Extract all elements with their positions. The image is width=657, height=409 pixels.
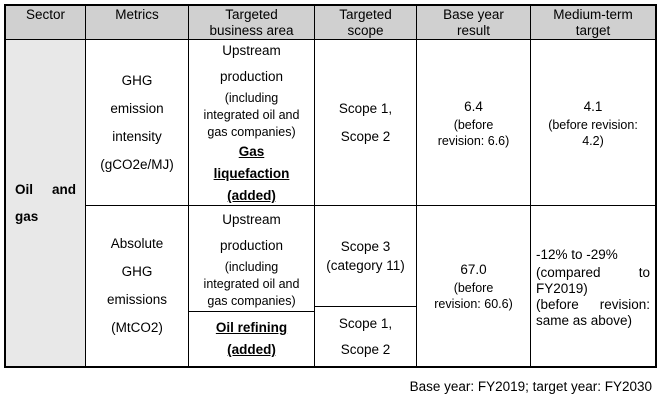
header-cell-medium-term-target: Medium-term target <box>531 6 655 39</box>
header-scope-line2: scope <box>347 22 384 38</box>
business1-added-line: Gas <box>238 144 265 159</box>
scope-cell-row2: Scope 3 (category 11) Scope 1, Scope 2 <box>315 206 417 366</box>
target2-line: same as above) <box>536 312 633 328</box>
metrics1-unit: (gCO2e/MJ) <box>100 156 174 172</box>
base1-value: 6.4 <box>464 98 483 114</box>
metrics2-line: GHG <box>121 264 153 279</box>
data-rows: GHG emission intensity (gCO2e/MJ) Upstre… <box>86 40 655 366</box>
target1-value: 4.1 <box>583 98 603 114</box>
target2-range: -12% to -29% <box>536 246 618 262</box>
sector-word-oil: Oil <box>15 182 34 197</box>
business2-main-line: Upstream <box>222 212 281 227</box>
base-year-cell-row2: 67.0 (before revision: 60.6) <box>417 206 531 366</box>
header-cell-scope: Targeted scope <box>315 6 417 39</box>
scope2-line: (category 11) <box>326 258 405 273</box>
metrics1-line: GHG <box>121 72 153 88</box>
target2-line: FY2019) <box>536 280 588 296</box>
scope2-scope3-subcell: Scope 3 (category 11) <box>315 206 416 307</box>
scope1-line: Scope 2 <box>340 128 391 144</box>
business-area-cell-upstream-gas-liquefaction: Upstream production (including integrate… <box>189 40 315 205</box>
header-target-line1: Medium-term <box>553 7 633 22</box>
business1-note-line: (including <box>224 91 279 105</box>
target2-word: revision: <box>599 296 650 312</box>
business1-added-line: liquefaction <box>213 166 290 181</box>
scope-cell-row1: Scope 1, Scope 2 <box>315 40 417 205</box>
base-target-year-footnote: Base year: FY2019; target year: FY2030 <box>409 379 652 394</box>
sector-word-and: and <box>51 182 76 197</box>
business1-main-line: Upstream <box>222 43 281 58</box>
header-business-line2: business area <box>209 22 294 38</box>
target2-word: (before <box>536 296 579 312</box>
business2-upstream-subcell: Upstream production (including integrate… <box>189 206 314 312</box>
table-header-row: Sector Metrics Targeted business area Ta… <box>6 6 655 40</box>
scope2-line: Scope 1, <box>338 315 393 331</box>
table-body: Oil and gas GHG emission intensity (gCO2… <box>6 40 655 366</box>
header-sector-line1: Sector <box>25 7 66 22</box>
target2-word: to <box>638 264 650 280</box>
business1-main-line: production <box>219 69 284 84</box>
sector-cell-oil-and-gas: Oil and gas <box>6 40 86 366</box>
scope2-line: Scope 3 <box>340 239 391 254</box>
target2-justified-line: (before revision: <box>536 297 650 313</box>
header-cell-business-area: Targeted business area <box>189 6 315 39</box>
base2-note-line: (before <box>453 281 494 295</box>
header-scope-line1: Targeted <box>339 7 392 22</box>
sector-line1: Oil and <box>15 176 76 203</box>
base2-value: 67.0 <box>460 262 487 277</box>
header-base-line1: Base year <box>443 7 504 22</box>
business2-note-line: gas companies) <box>207 294 296 308</box>
base1-note-line: revision: 6.6) <box>437 133 510 148</box>
base2-note-line: revision: 60.6) <box>434 297 513 311</box>
target-cell-row1: 4.1 (before revision: 4.2) <box>531 40 655 205</box>
metrics1-line: intensity <box>112 128 162 144</box>
target2-justified-line: (compared to <box>536 265 650 281</box>
business2-oil-refining-subcell: Oil refining (added) <box>189 312 314 366</box>
metrics-cell-intensity: GHG emission intensity (gCO2e/MJ) <box>86 40 189 205</box>
business2-note-line: (including <box>224 260 279 274</box>
base1-note-line: (before <box>453 117 494 132</box>
header-target-line2: target <box>575 22 611 38</box>
header-metrics-line1: Metrics <box>115 7 159 22</box>
header-business-line1: Targeted <box>225 7 278 22</box>
scope2-line: Scope 2 <box>340 341 391 357</box>
business2-main-line: production <box>219 238 284 253</box>
metrics2-line: Absolute <box>110 236 164 251</box>
metrics1-line: emission <box>110 100 164 116</box>
base-year-cell-row1: 6.4 (before revision: 6.6) <box>417 40 531 205</box>
sector-line2: gas <box>15 209 39 224</box>
target2-word: (compared <box>536 264 601 280</box>
business-area-cell-upstream-oil-refining: Upstream production (including integrate… <box>189 206 315 366</box>
scope1-line: Scope 1, <box>338 100 393 116</box>
business2-added-line: (added) <box>227 342 276 357</box>
header-cell-metrics: Metrics <box>86 6 189 39</box>
target1-note-line: 4.2) <box>582 133 604 148</box>
target-cell-row2: -12% to -29% (compared to FY2019) (befor… <box>531 206 655 366</box>
metrics2-unit: (MtCO2) <box>111 320 163 335</box>
scope2-scope12-subcell: Scope 1, Scope 2 <box>315 307 416 366</box>
header-cell-base-year: Base year result <box>417 6 531 39</box>
target1-note-line: (before revision: <box>548 117 638 132</box>
row-absolute-ghg-emissions: Absolute GHG emissions (MtCO2) Upstream … <box>86 206 655 366</box>
targets-table: Sector Metrics Targeted business area Ta… <box>4 4 657 368</box>
business1-note-line: integrated oil and <box>203 108 300 122</box>
metrics2-line: emissions <box>106 292 168 307</box>
business1-added-line: (added) <box>227 188 276 203</box>
business2-note-line: integrated oil and <box>203 277 300 291</box>
header-base-line2: result <box>456 22 490 38</box>
header-cell-sector: Sector <box>6 6 86 39</box>
row-ghg-emission-intensity: GHG emission intensity (gCO2e/MJ) Upstre… <box>86 40 655 206</box>
business1-note-line: gas companies) <box>207 125 296 139</box>
metrics-cell-absolute: Absolute GHG emissions (MtCO2) <box>86 206 189 366</box>
business2-added-line: Oil refining <box>215 320 288 335</box>
